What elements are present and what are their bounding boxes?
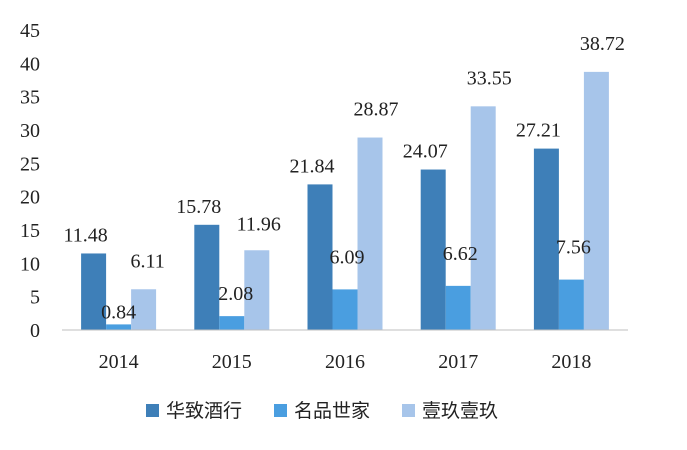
bar-2015-1 [194,224,220,330]
data-label: 11.48 [63,224,107,246]
data-labels: 11.48 0.84 6.11 15.78 2.08 11.96 21.84 6.09 28.8… [63,33,624,324]
y-axis: 0 5 10 15 20 25 30 35 40 45 [20,20,40,342]
y-tick-label: 0 [30,320,40,342]
bar-2018-2 [558,279,584,330]
x-tick-label: 2017 [438,351,478,373]
bar-2017-3 [470,106,496,330]
bar-2017-1 [420,169,446,330]
data-label: 7.56 [556,237,591,259]
data-label: 27.21 [516,120,561,142]
y-tick-label: 30 [20,120,40,142]
x-axis: 2014 2015 2016 2017 2018 [62,329,628,373]
x-tick-label: 2016 [325,351,365,373]
data-label: 21.84 [290,155,335,177]
y-tick-label: 40 [20,53,40,75]
bar-2018-3 [583,71,609,330]
data-label: 15.78 [176,196,221,218]
legend-label: 壹玖壹玖 [422,400,498,422]
bar-2016-3 [357,137,383,330]
y-tick-label: 20 [20,187,40,209]
data-label: 38.72 [580,33,625,55]
bars [81,71,609,330]
data-label: 6.11 [130,250,164,272]
legend-label: 名品世家 [294,400,370,422]
data-label: 6.62 [443,243,478,265]
data-label: 6.09 [330,246,365,268]
legend-swatch [274,404,287,417]
bar-2018-1 [533,148,559,330]
y-tick-label: 25 [20,153,40,175]
x-tick-label: 2015 [212,351,252,373]
bar-2016-2 [332,289,358,330]
y-tick-label: 15 [20,220,40,242]
legend-swatch [402,404,415,417]
y-tick-label: 35 [20,87,40,109]
bar-2016-1 [307,184,333,330]
bar-2014-1 [81,253,107,330]
data-label: 24.07 [403,141,448,163]
bar-2015-3 [244,250,270,330]
data-label: 2.08 [218,283,253,305]
legend-swatch [146,404,159,417]
data-label: 33.55 [467,67,512,89]
bar-2015-2 [219,316,245,330]
data-label: 0.84 [101,301,136,323]
bar-2017-2 [445,285,471,330]
legend: 华致酒行 名品世家 壹玖壹玖 [146,400,498,422]
bar-2014-3 [131,289,157,330]
bar-2014-2 [106,324,132,330]
data-label: 11.96 [237,213,281,235]
x-tick-label: 2018 [551,351,591,373]
data-label: 28.87 [354,99,399,121]
y-tick-label: 10 [20,253,40,275]
legend-label: 华致酒行 [166,400,242,422]
x-tick-label: 2014 [99,351,139,373]
y-tick-label: 45 [20,20,40,42]
y-tick-label: 5 [30,287,40,309]
